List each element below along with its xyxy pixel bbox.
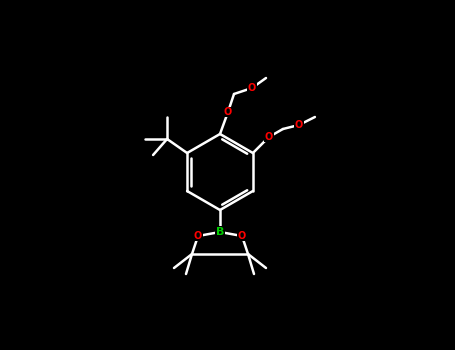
Text: O: O — [238, 231, 246, 241]
Text: O: O — [224, 107, 232, 117]
Text: O: O — [248, 83, 256, 93]
Text: O: O — [265, 132, 273, 142]
Text: O: O — [295, 120, 303, 130]
Text: O: O — [194, 231, 202, 241]
Text: B: B — [216, 227, 224, 237]
